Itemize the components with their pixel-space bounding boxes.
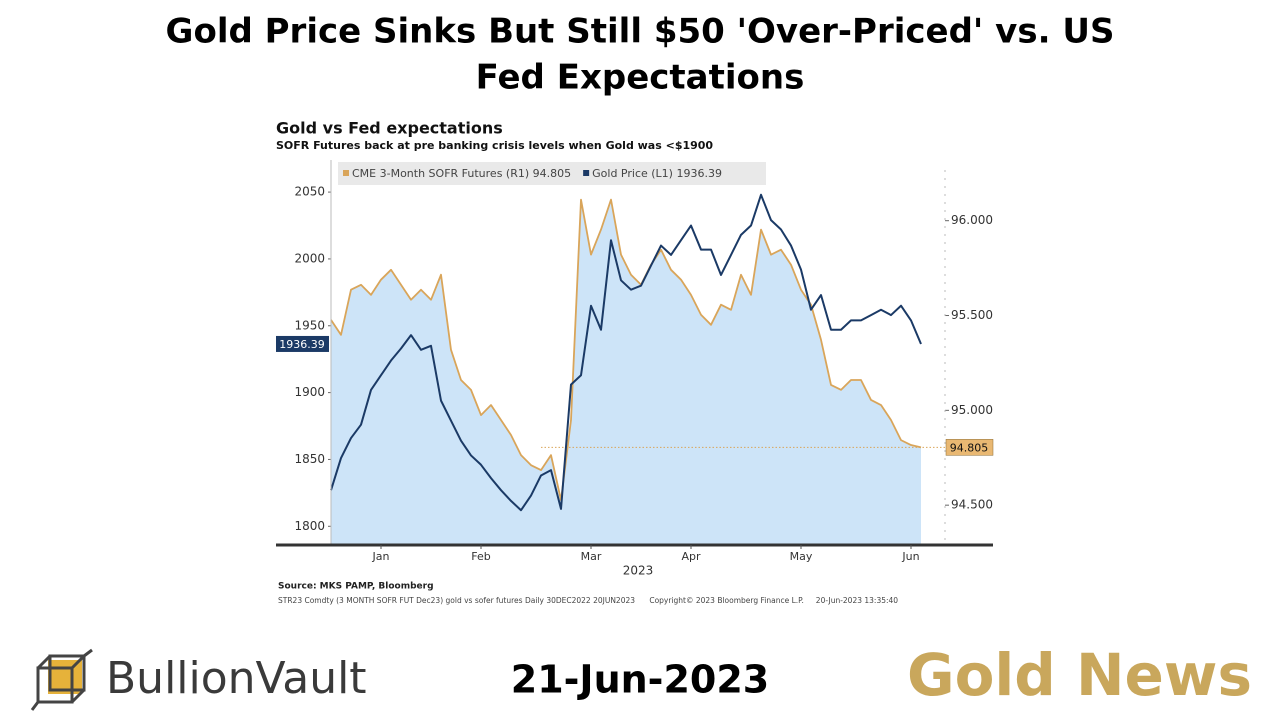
- legend-swatch: [583, 170, 590, 176]
- y-tick-label: 1900: [294, 385, 325, 399]
- section-name: Gold News: [907, 641, 1252, 709]
- legend-label: CME 3-Month SOFR Futures (R1) 94.805: [352, 167, 571, 180]
- x-tick-label: Mar: [581, 550, 602, 563]
- logo-icon: [30, 648, 93, 711]
- chart-title: Gold vs Fed expectations: [276, 119, 503, 138]
- legend-swatch: [343, 170, 349, 176]
- y-tick-label: 2000: [294, 251, 325, 265]
- footnote: STR23 Comdty (3 MONTH SOFR FUT Dec23) go…: [278, 596, 898, 605]
- y-tick-label: 1850: [294, 452, 325, 466]
- series-line: [330, 198, 922, 502]
- chart-subtitle: SOFR Futures back at pre banking crisis …: [276, 139, 713, 152]
- y2-tick-label: 96.000: [951, 213, 993, 227]
- x-tick-label: Feb: [471, 550, 490, 563]
- legend-label: Gold Price (L1) 1936.39: [592, 167, 722, 180]
- x-axis-label: 2023: [623, 564, 654, 578]
- y2-tick-label: 95.500: [951, 308, 993, 322]
- x-tick-label: Apr: [681, 550, 701, 563]
- series-line: [330, 193, 922, 512]
- chart: 94.805 1936.39 1800 1850 1900 1950 2000 2050 94.…: [276, 160, 994, 563]
- y-tick-label: 1950: [294, 318, 325, 332]
- x-tick-label: May: [790, 550, 813, 563]
- value-tag: [276, 335, 329, 352]
- y2-tick-label: 95.000: [951, 403, 993, 417]
- area-fill: [331, 199, 921, 545]
- legend-box: [338, 162, 766, 185]
- value-tag: [945, 439, 994, 456]
- value-tag-label: 94.805: [950, 441, 989, 454]
- headline: Fed Expectations: [476, 58, 805, 98]
- y-tick-label: 1800: [294, 519, 325, 533]
- source: Source: MKS PAMP, Bloomberg: [278, 582, 434, 592]
- date: 21-Jun-2023: [511, 658, 769, 702]
- y2-tick-label: 94.500: [951, 498, 993, 512]
- value-tag-label: 1936.39: [279, 338, 325, 351]
- headline: Gold Price Sinks But Still $50 'Over-Pri…: [166, 12, 1115, 52]
- brand: BullionVault: [106, 653, 367, 704]
- y-tick-label: 2050: [294, 185, 325, 199]
- x-tick-label: Jun: [901, 550, 919, 563]
- x-tick-label: Jan: [372, 550, 390, 563]
